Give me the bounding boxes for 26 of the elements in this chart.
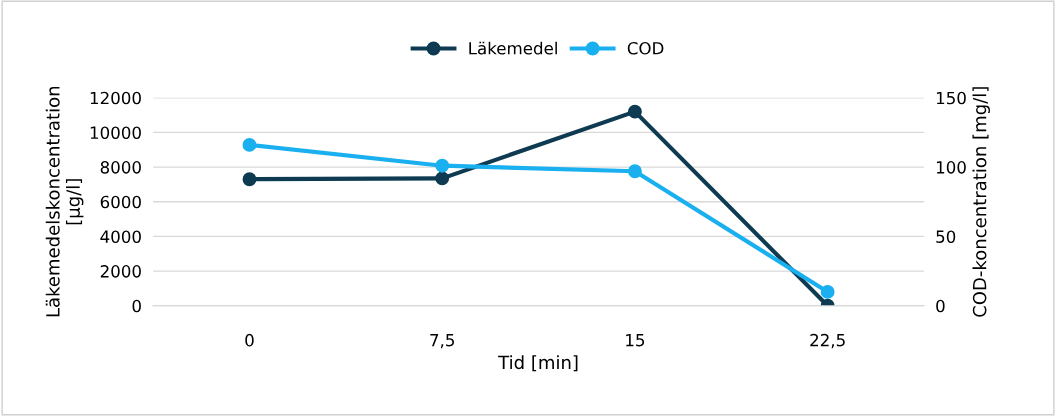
y-tick-label: 6000 [100,195,141,209]
x-tick-label: 15 [626,334,645,347]
x-tick-label: 22,5 [810,333,845,349]
point [627,164,642,179]
y2-tick-label: 150 [936,91,966,105]
x-axis-title: Tid [min] [498,355,578,372]
point [242,172,257,187]
y-axis-title: Läkemedelskoncentration [µg/l] [45,86,84,317]
y-tick-label: 4000 [100,230,141,243]
y2-tick-label: 100 [936,161,966,174]
y-tick-label: 0 [132,299,141,313]
y-tick-label: 12000 [90,91,141,105]
point [435,171,450,186]
point [242,137,257,152]
y2-axis-title: COD-koncentration [mg/l] [972,87,990,317]
x-tick-label: 7,5 [430,334,454,349]
y-tick-label: 2000 [100,265,141,278]
legend-label: COD [627,41,664,55]
y-tick-label: 10000 [90,126,141,139]
y2-tick-label: 0 [936,299,945,313]
legend-label: Läkemedel [469,41,557,55]
y2-tick-label: 50 [936,230,956,243]
x-tick-label: 0 [245,333,254,347]
point [820,284,835,299]
y-tick-label: 8000 [100,161,141,174]
point [435,158,450,173]
